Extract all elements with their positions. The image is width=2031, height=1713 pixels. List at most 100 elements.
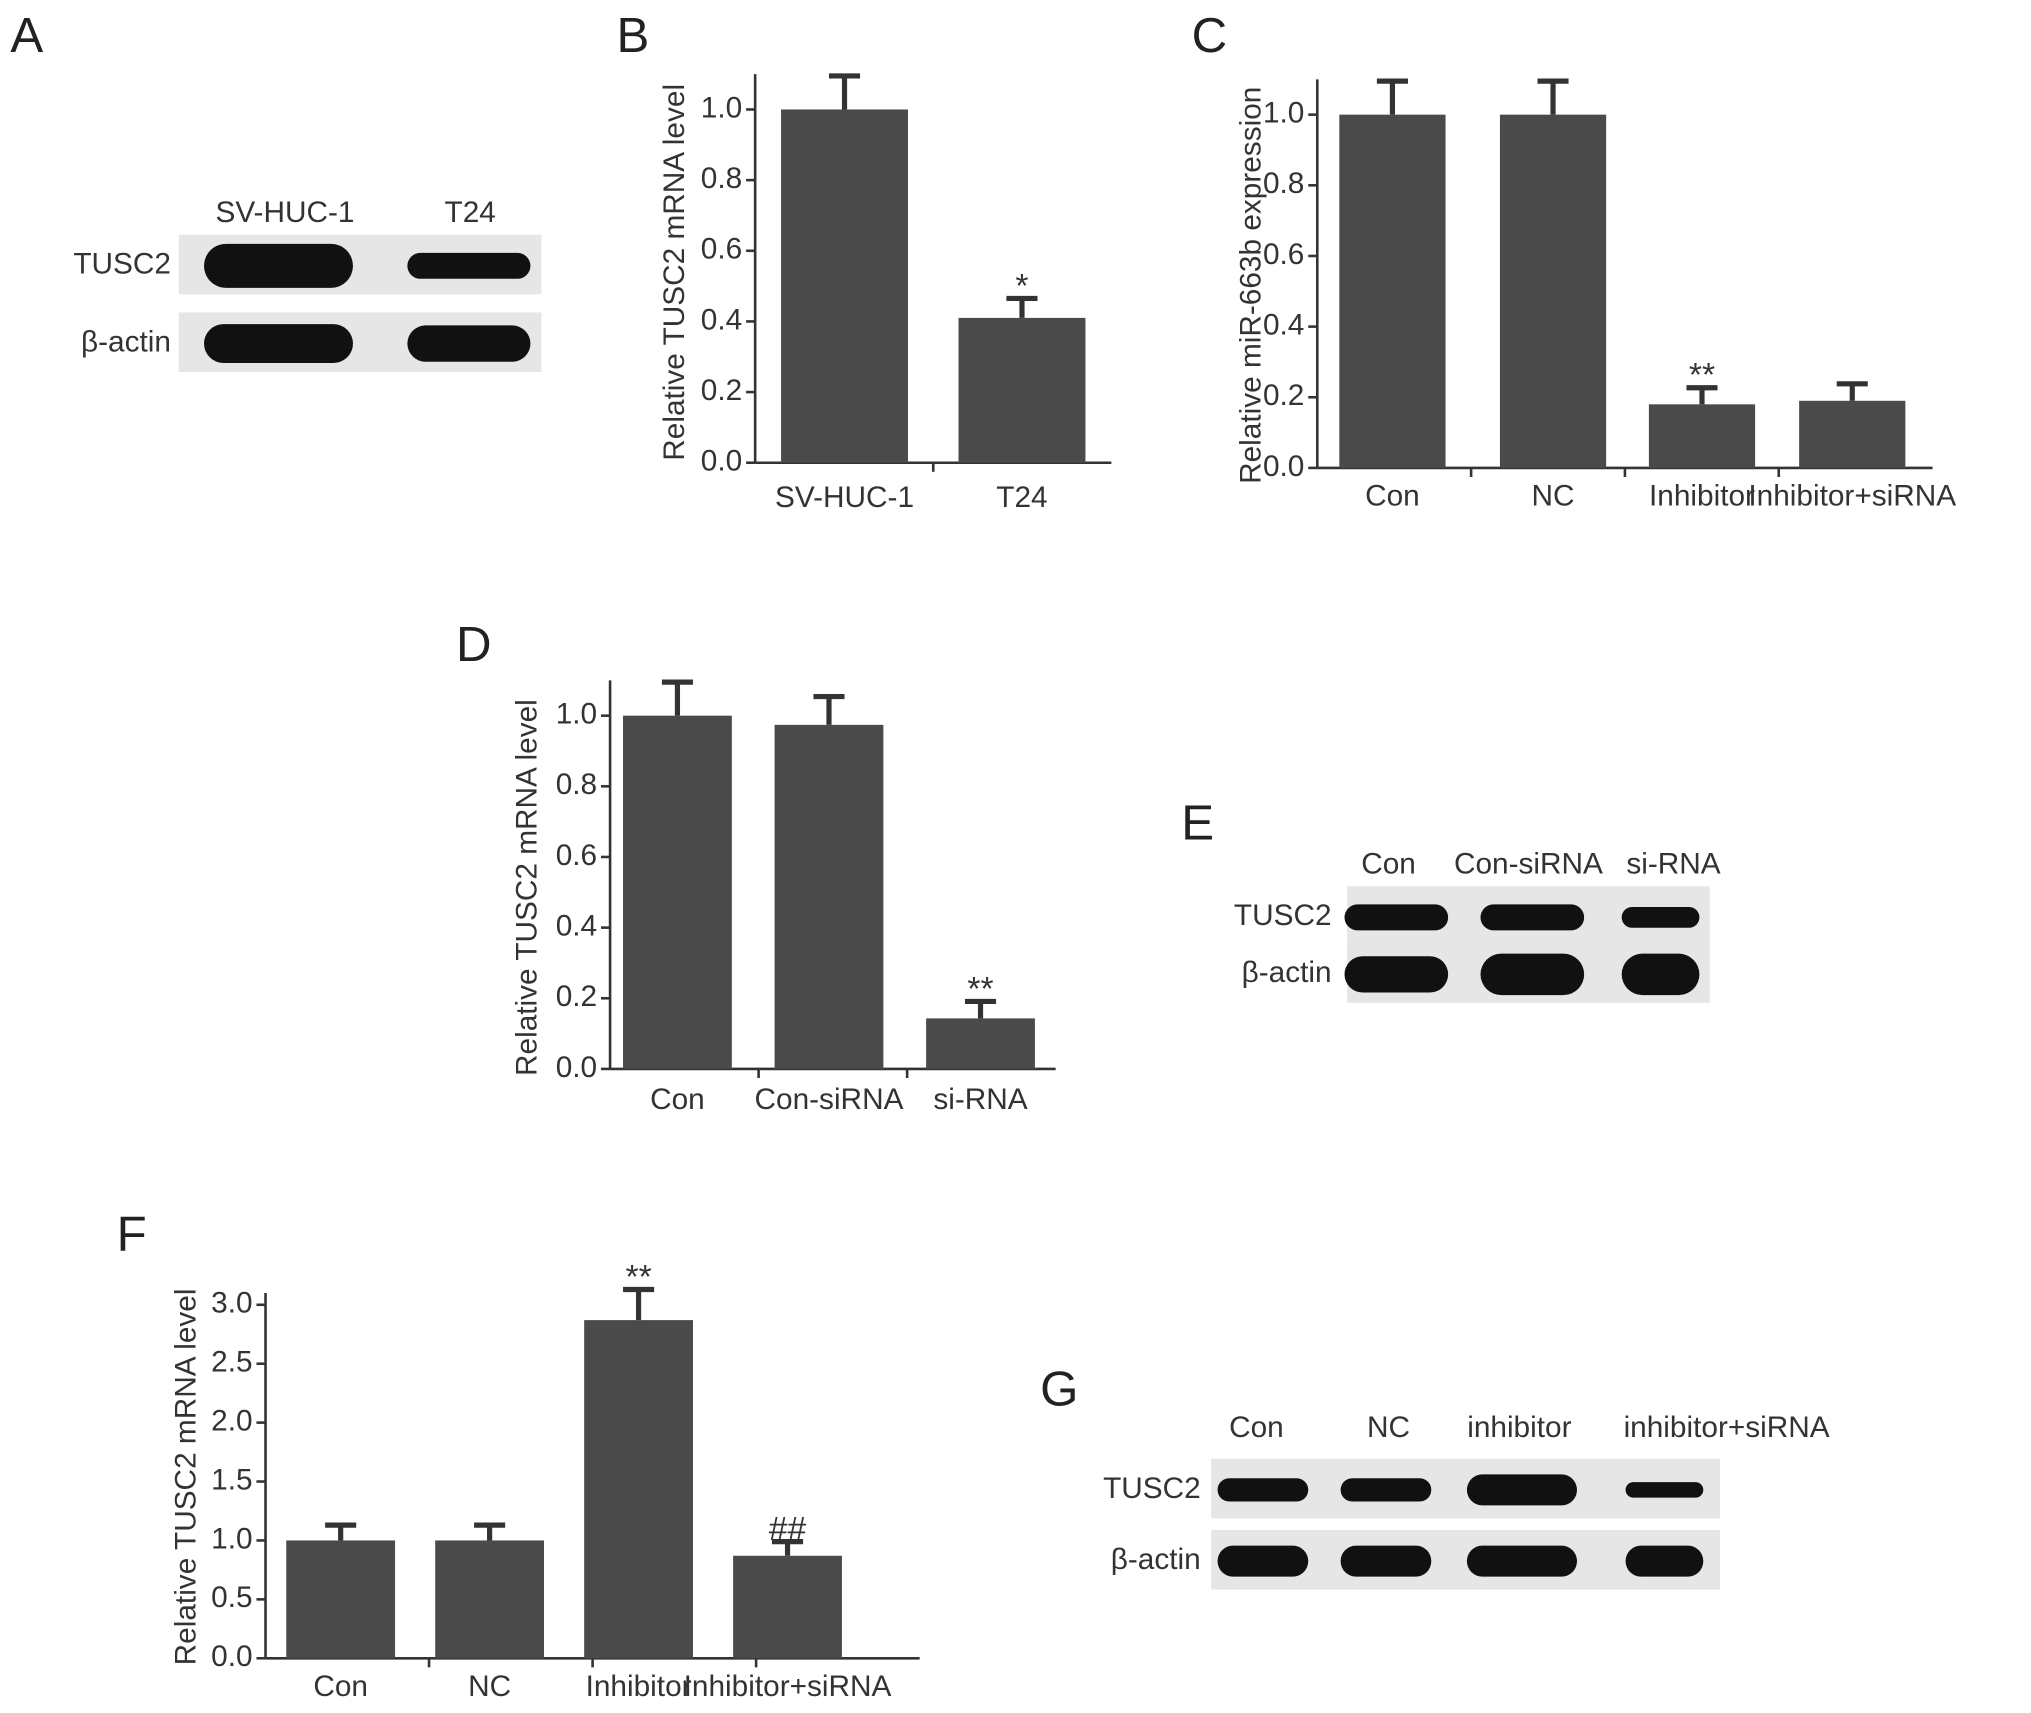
band xyxy=(1480,904,1585,931)
bar xyxy=(781,109,908,463)
significance-label: ** xyxy=(625,1259,651,1296)
panel-label: B xyxy=(617,8,650,63)
y-tick-label: 0.2 xyxy=(556,980,597,1013)
bar xyxy=(286,1540,396,1659)
y-tick-label: 0.2 xyxy=(1263,379,1304,412)
band xyxy=(1621,953,1700,996)
x-tick-label: Con-siRNA xyxy=(755,1083,904,1116)
band xyxy=(1466,1545,1578,1577)
bar xyxy=(1799,400,1906,468)
lane-label: si-RNA xyxy=(1626,847,1720,880)
lane-label: Con xyxy=(1361,847,1416,880)
bar xyxy=(1339,114,1446,468)
row-label: TUSC2 xyxy=(1234,899,1332,932)
lane-label: inhibitor+siRNA xyxy=(1624,1411,1830,1444)
band xyxy=(204,324,353,363)
band xyxy=(1466,1474,1578,1506)
lane-label: T24 xyxy=(445,196,496,229)
y-axis-label: Relative TUSC2 mRNA level xyxy=(658,84,691,461)
lane-label: SV-HUC-1 xyxy=(215,196,354,229)
bar xyxy=(1499,114,1607,468)
x-tick-label: Inhibitor xyxy=(1649,480,1755,513)
y-tick-label: 3.0 xyxy=(211,1287,252,1320)
band xyxy=(204,243,353,288)
y-tick-label: 0.4 xyxy=(556,909,597,942)
row-label: TUSC2 xyxy=(1103,1472,1201,1505)
y-tick-label: 1.5 xyxy=(211,1463,252,1496)
band xyxy=(1344,904,1449,931)
y-tick-label: 2.5 xyxy=(211,1346,252,1379)
y-axis-label: Relative miR-663b expression xyxy=(1234,87,1267,484)
y-tick-label: 0.6 xyxy=(701,233,742,266)
y-tick-label: 0.8 xyxy=(556,768,597,801)
bar xyxy=(958,317,1086,463)
bar xyxy=(435,1540,545,1659)
y-tick-label: 0.0 xyxy=(556,1051,597,1084)
row-label: β-actin xyxy=(81,325,171,358)
lane-label: NC xyxy=(1367,1411,1410,1444)
y-tick-label: 2.0 xyxy=(211,1404,252,1437)
y-tick-label: 0.4 xyxy=(701,303,742,336)
x-tick-label: Inhibitor+siRNA xyxy=(684,1670,892,1703)
y-tick-label: 0.8 xyxy=(1263,167,1304,200)
panel-label: D xyxy=(456,617,492,672)
x-tick-label: NC xyxy=(468,1670,511,1703)
significance-label: * xyxy=(1015,268,1028,305)
row-label: TUSC2 xyxy=(73,248,171,281)
band xyxy=(1621,907,1700,928)
panel-label: G xyxy=(1040,1362,1078,1417)
y-tick-label: 0.5 xyxy=(211,1581,252,1614)
x-tick-label: T24 xyxy=(996,481,1047,514)
significance-label: ## xyxy=(769,1511,807,1548)
lane-label: Con xyxy=(1229,1411,1284,1444)
band xyxy=(1217,1545,1309,1577)
y-tick-label: 0.6 xyxy=(1263,238,1304,271)
y-tick-label: 0.4 xyxy=(1263,308,1304,341)
significance-label: ** xyxy=(1689,357,1715,394)
bar xyxy=(926,1018,1035,1069)
band xyxy=(1480,953,1585,996)
x-tick-label: Inhibitor+siRNA xyxy=(1748,480,1956,513)
bar xyxy=(733,1555,842,1659)
y-tick-label: 0.2 xyxy=(701,374,742,407)
y-tick-label: 1.0 xyxy=(701,91,742,124)
y-axis-label: Relative TUSC2 mRNA level xyxy=(170,1289,203,1666)
y-tick-label: 0.0 xyxy=(1263,450,1304,483)
row-label: β-actin xyxy=(1111,1543,1201,1576)
y-tick-label: 1.0 xyxy=(1263,97,1304,130)
band xyxy=(1340,1478,1432,1502)
x-tick-label: Con xyxy=(313,1670,368,1703)
y-tick-label: 1.0 xyxy=(211,1522,252,1555)
band xyxy=(1625,1545,1704,1577)
y-tick-label: 0.0 xyxy=(701,445,742,478)
x-tick-label: NC xyxy=(1532,480,1575,513)
panel-label: C xyxy=(1192,8,1228,63)
x-tick-label: Con xyxy=(1365,480,1420,513)
lane-label: inhibitor xyxy=(1467,1411,1571,1444)
band xyxy=(1217,1478,1309,1502)
significance-label: ** xyxy=(967,971,993,1008)
panel-label: A xyxy=(10,8,43,63)
x-tick-label: Con xyxy=(650,1083,705,1116)
x-tick-label: Inhibitor xyxy=(586,1670,692,1703)
x-tick-label: si-RNA xyxy=(933,1083,1027,1116)
y-tick-label: 0.6 xyxy=(556,839,597,872)
band xyxy=(407,325,531,362)
lane-label: Con-siRNA xyxy=(1454,847,1603,880)
row-label: β-actin xyxy=(1242,956,1332,989)
y-tick-label: 0.8 xyxy=(701,162,742,195)
x-tick-label: SV-HUC-1 xyxy=(775,481,914,514)
bar xyxy=(774,724,884,1069)
y-axis-label: Relative TUSC2 mRNA level xyxy=(510,699,543,1076)
y-tick-label: 0.0 xyxy=(211,1640,252,1673)
band xyxy=(1625,1482,1704,1498)
band xyxy=(1340,1545,1432,1577)
bar xyxy=(584,1320,693,1659)
band xyxy=(1344,956,1449,993)
panel-label: F xyxy=(117,1206,147,1261)
band xyxy=(407,252,531,279)
y-tick-label: 1.0 xyxy=(556,698,597,731)
bar xyxy=(623,715,732,1069)
panel-label: E xyxy=(1181,796,1214,851)
